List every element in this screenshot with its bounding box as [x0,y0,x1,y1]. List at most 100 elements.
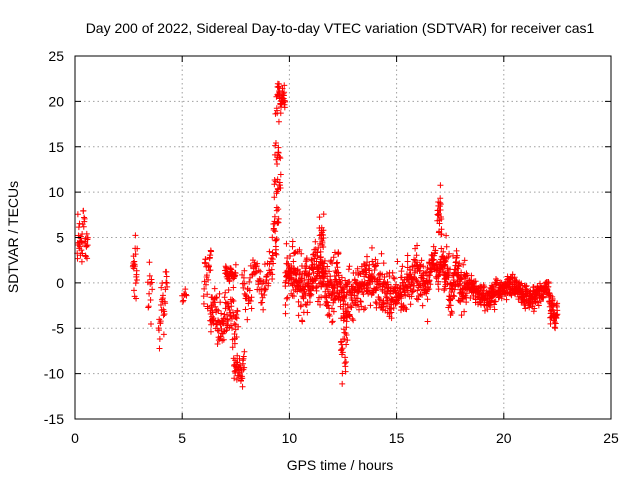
data-point [268,255,275,262]
data-point [259,299,266,306]
data-point [208,313,215,320]
data-point [436,220,443,227]
data-point [132,251,139,258]
data-point [549,295,556,302]
data-point [212,303,219,310]
data-point [237,362,244,369]
data-point [149,286,156,293]
chart-title: Day 200 of 2022, Sidereal Day-to-day VTE… [86,20,595,36]
data-point [159,292,166,299]
data-point [233,311,240,318]
data-point [326,313,333,320]
data-point [380,260,387,267]
data-point [274,161,281,168]
data-point [234,308,241,315]
data-point [255,267,262,274]
data-point [363,253,370,260]
data-point [535,302,542,309]
data-point [282,301,289,308]
data-point [239,375,246,382]
data-point [203,272,210,279]
data-point [231,320,238,327]
data-point [443,243,450,250]
data-point [314,298,321,305]
data-point [233,334,240,341]
data-point [303,263,310,270]
data-point [271,213,278,220]
data-point [246,278,253,285]
data-point [133,267,140,274]
data-segment [271,110,284,211]
data-point [430,256,437,263]
data-point [438,216,445,223]
data-point [202,281,209,288]
data-point [437,201,444,208]
data-point [207,328,214,335]
data-point [146,272,153,279]
data-point [284,294,291,301]
data-point [554,300,561,307]
data-point [240,284,247,291]
data-point [462,273,469,280]
data-point [294,267,301,274]
data-point [130,287,137,294]
data-point [327,258,334,265]
data-point [435,210,442,217]
data-point [133,295,140,302]
data-point [426,272,433,279]
data-segment [335,242,433,325]
data-point [145,303,152,310]
data-point [360,306,367,313]
data-point [493,276,500,283]
data-point [366,267,373,274]
data-point [343,332,350,339]
data-point [260,306,267,313]
data-point [283,240,290,247]
data-point [325,302,332,309]
data-point [180,297,187,304]
data-point [445,269,452,276]
data-point [498,293,505,300]
data-point [437,195,444,202]
data-point [334,264,341,271]
data-point [342,358,349,365]
data-point [342,363,349,370]
data-point [260,278,267,285]
data-point [303,302,310,309]
data-point [417,262,424,269]
data-point [275,144,282,151]
y-tick-label: -15 [44,411,64,427]
data-point [220,336,227,343]
data-point [201,285,208,292]
data-point [298,250,305,257]
data-point [390,274,397,281]
data-point [362,305,369,312]
data-point [235,323,242,330]
data-point [480,282,487,289]
data-point [426,277,433,284]
data-point [179,298,186,305]
data-point [312,238,319,245]
data-segment [129,232,141,302]
data-point [229,344,236,351]
data-point [319,239,326,246]
data-point [401,289,408,296]
data-point [272,140,279,147]
data-point [341,360,348,367]
data-point [274,176,281,183]
data-point [371,275,378,282]
x-tick-label: 0 [71,430,79,446]
data-point [317,262,324,269]
data-point [433,267,440,274]
data-point [430,243,437,250]
data-point [299,317,306,324]
data-point [248,294,255,301]
data-point [342,277,349,284]
data-point [302,258,309,265]
data-point [320,211,327,218]
data-point [451,270,458,277]
data-point [435,278,442,285]
data-point [457,298,464,305]
data-point [200,293,207,300]
data-point [225,287,232,294]
